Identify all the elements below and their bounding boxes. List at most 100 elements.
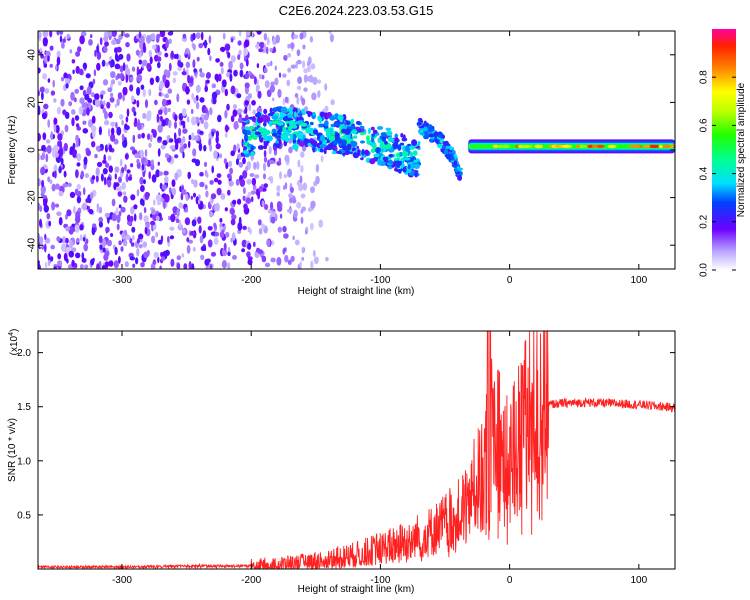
noise-blob [230,37,234,43]
noise-blob [100,173,104,182]
noise-blob [146,62,152,71]
noise-blob [115,38,121,45]
noise-blob [166,135,170,142]
noise-blob [186,116,190,123]
noise-blob [70,91,75,101]
secondary-blob [458,174,462,179]
noise-blob [192,59,196,69]
noise-blob [163,200,166,210]
noise-blob [195,84,201,93]
noise-blob [205,172,209,178]
noise-blob [299,32,304,40]
noise-blob [197,199,201,205]
noise-blob [72,69,75,75]
noise-blob [104,261,110,268]
noise-blob [210,251,217,257]
noise-blob [86,86,92,96]
noise-blob [111,31,117,38]
noise-blob [61,42,65,49]
signal-blob [377,126,384,130]
noise-blob [209,55,212,62]
noise-blob [194,135,199,141]
noise-blob [76,162,81,167]
noise-blob [244,100,250,106]
signal-blob [291,144,299,151]
noise-blob [236,143,240,150]
noise-blob [200,31,204,41]
noise-blob [82,187,86,196]
signal-blob [351,129,357,135]
signal-blob [402,150,409,157]
signal-blob [255,122,261,127]
noise-blob [125,67,131,77]
noise-blob [165,39,169,49]
noise-blob [227,173,231,179]
noise-blob [124,33,130,38]
noise-blob [105,227,108,234]
signal-blob [386,130,393,136]
noise-blob [299,261,303,268]
noise-blob [142,59,148,66]
noise-blob [198,194,201,200]
noise-blob [79,35,85,45]
signal-blob [267,112,274,117]
noise-blob [60,243,67,252]
noise-blob [71,259,75,267]
noise-blob [199,181,205,188]
snr-marks [38,331,675,569]
noise-blob [222,82,227,88]
noise-blob [164,93,170,99]
noise-blob [250,190,256,195]
noise-blob [247,259,253,266]
noise-blob [47,55,50,62]
tone-peak [576,144,581,148]
noise-blob [238,49,242,56]
noise-blob [84,173,90,179]
noise-blob [82,120,87,125]
colorbar-tick-label: 0.4 [699,166,710,180]
noise-blob [191,263,195,269]
noise-blob [121,181,126,190]
noise-blob [84,264,89,269]
noise-blob [287,168,293,178]
noise-blob [110,79,116,85]
noise-blob [71,117,75,127]
signal-blob [349,151,354,155]
signal-blob [394,160,402,167]
noise-blob [191,219,197,227]
noise-blob [139,212,143,221]
signal-blob [292,107,298,114]
noise-blob [289,196,293,204]
noise-blob [220,193,226,200]
tone-peak [642,144,651,148]
noise-blob [149,56,153,65]
noise-blob [268,145,272,155]
noise-blob [56,50,61,60]
noise-blob [103,120,110,126]
noise-blob [64,124,69,133]
noise-blob [138,233,144,240]
noise-blob [144,99,149,108]
noise-blob [169,226,175,231]
noise-blob [83,243,88,252]
noise-blob [310,63,316,70]
signal-blob [347,134,351,141]
signal-blob [268,120,273,126]
signal-blob [279,126,283,133]
noise-blob [53,117,58,125]
noise-blob [264,80,270,88]
noise-blob [110,133,116,142]
noise-blob [96,203,100,210]
noise-blob [104,41,109,47]
noise-blob [191,178,194,185]
noise-blob [110,59,115,68]
noise-blob [107,128,111,137]
noise-blob [230,218,236,226]
noise-blob [245,31,251,37]
noise-blob [261,74,265,80]
noise-blob [247,191,252,197]
signal-blob [312,146,316,153]
noise-blob [206,72,211,79]
signal-blob [354,126,361,130]
noise-blob [116,126,122,136]
